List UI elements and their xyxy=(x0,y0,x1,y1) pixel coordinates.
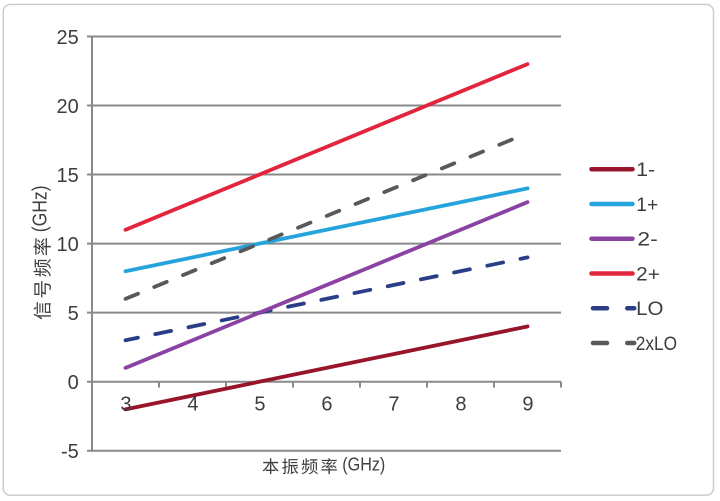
svg-text:(GHz): (GHz) xyxy=(29,185,52,232)
svg-text:4: 4 xyxy=(187,393,198,415)
svg-text:2-: 2- xyxy=(637,230,657,251)
svg-text:LO: LO xyxy=(636,299,663,320)
svg-text:5: 5 xyxy=(68,303,79,325)
svg-text:1+: 1+ xyxy=(636,195,658,216)
svg-text:2+: 2+ xyxy=(636,264,660,285)
svg-text:2xLO: 2xLO xyxy=(636,334,677,355)
svg-text:15: 15 xyxy=(57,165,79,187)
svg-text:(GHz): (GHz) xyxy=(342,453,385,474)
svg-text:7: 7 xyxy=(388,393,399,415)
svg-text:10: 10 xyxy=(57,234,79,256)
svg-text:1-: 1- xyxy=(636,160,655,181)
svg-text:6: 6 xyxy=(321,393,332,415)
svg-text:9: 9 xyxy=(522,393,533,415)
svg-text:0: 0 xyxy=(68,372,79,394)
svg-text:-5: -5 xyxy=(61,441,79,463)
svg-text:3: 3 xyxy=(120,393,131,415)
svg-text:25: 25 xyxy=(57,27,79,49)
svg-text:5: 5 xyxy=(254,393,265,415)
svg-text:8: 8 xyxy=(455,393,466,415)
svg-text:20: 20 xyxy=(57,96,79,118)
